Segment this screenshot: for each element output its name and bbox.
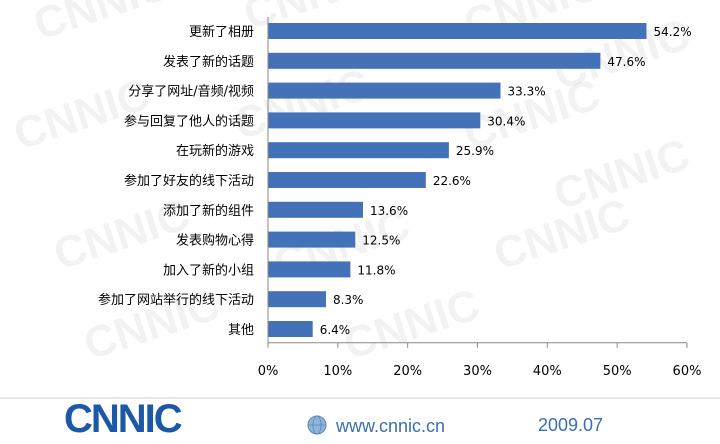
category-label: 发表了新的话题 bbox=[163, 54, 254, 70]
category-label: 参与回复了他人的话题 bbox=[124, 113, 254, 129]
globe-icon bbox=[307, 415, 327, 435]
bar bbox=[268, 201, 363, 218]
x-tick-label: 10% bbox=[323, 364, 352, 379]
bars-group bbox=[268, 23, 647, 337]
category-label: 参加了网站举行的线下活动 bbox=[98, 292, 254, 308]
category-label: 加入了新的小组 bbox=[163, 262, 254, 278]
x-tick-label: 0% bbox=[258, 364, 279, 379]
x-tick-label: 40% bbox=[533, 364, 562, 379]
value-label: 11.8% bbox=[357, 263, 395, 277]
bar bbox=[268, 82, 501, 99]
bar bbox=[268, 291, 326, 308]
value-label: 12.5% bbox=[362, 234, 400, 248]
site-url: www.cnnic.cn bbox=[336, 416, 446, 436]
footer bbox=[0, 395, 720, 444]
value-labels: 54.2% 47.6% 33.3% 30.4% 25.9% 22.6% 13.6% 12.5%… bbox=[320, 25, 692, 337]
value-label: 30.4% bbox=[487, 114, 525, 128]
category-label: 更新了相册 bbox=[189, 24, 254, 40]
bar bbox=[268, 261, 351, 278]
value-label: 6.4% bbox=[320, 323, 351, 337]
watermark-text: CNNIC bbox=[28, 0, 176, 50]
bar bbox=[268, 112, 481, 129]
cnnic-logo: CNNIC bbox=[64, 397, 183, 441]
watermark-text: CNNIC bbox=[228, 60, 376, 150]
bar bbox=[268, 142, 449, 159]
category-labels: 更新了相册发表了新的话题分享了网址/音频/视频参与回复了他人的话题在玩新的游戏参… bbox=[98, 24, 254, 338]
bar bbox=[268, 172, 426, 188]
value-label: 25.9% bbox=[456, 144, 494, 158]
category-label: 分享了网址/音频/视频 bbox=[128, 84, 254, 100]
category-label: 其他 bbox=[228, 323, 254, 338]
bar bbox=[268, 52, 601, 69]
category-label: 添加了新的组件 bbox=[163, 203, 254, 219]
category-label: 参加了好友的线下活动 bbox=[124, 173, 254, 189]
value-label: 13.6% bbox=[370, 204, 408, 218]
x-tick-label: 20% bbox=[393, 364, 422, 379]
x-tick-label: 60% bbox=[673, 364, 702, 379]
x-tick-label: 50% bbox=[603, 364, 632, 379]
x-axis: 0% 10% 20% 30% 40% 50% 60% bbox=[258, 17, 702, 379]
category-label: 发表购物心得 bbox=[176, 233, 254, 249]
bar bbox=[268, 231, 356, 248]
bar bbox=[268, 321, 313, 337]
value-label: 54.2% bbox=[653, 25, 691, 39]
x-tick-label: 30% bbox=[463, 364, 492, 379]
value-label: 22.6% bbox=[433, 174, 471, 188]
value-label: 33.3% bbox=[508, 85, 546, 99]
category-label: 在玩新的游戏 bbox=[176, 143, 254, 159]
value-label: 8.3% bbox=[333, 293, 364, 307]
bar bbox=[268, 23, 647, 39]
report-date: 2009.07 bbox=[538, 415, 604, 435]
value-label: 47.6% bbox=[607, 55, 645, 69]
